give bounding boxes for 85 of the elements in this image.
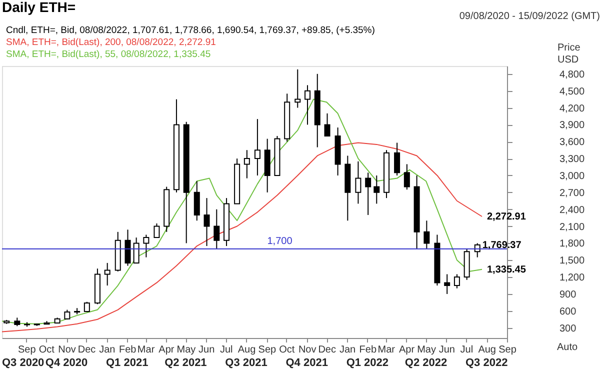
candlestick bbox=[124, 229, 131, 266]
candlestick bbox=[143, 234, 150, 258]
x-tick-label: Feb bbox=[359, 344, 377, 356]
x-tick-label: Jun bbox=[438, 344, 455, 356]
candlestick bbox=[104, 262, 110, 286]
x2-tick-label: Q4 2021 bbox=[286, 357, 328, 369]
data-label: 1,335.45 bbox=[486, 264, 526, 276]
x2-tick-label: Q1 2021 bbox=[106, 357, 148, 369]
y-tick-label: 4,800 bbox=[560, 69, 585, 80]
x2-tick-label: Q2 2021 bbox=[164, 357, 207, 369]
x-tick-label: Oct bbox=[38, 344, 55, 356]
text: Cndl, ETH=, Bid, 08/08/2022, 1,707.61, 1,778.66, 1,690.54, 1,769.37, +89.85, (+5.35%) bbox=[6, 25, 375, 36]
x-tick-label: Jan bbox=[99, 344, 116, 356]
candlestick bbox=[454, 274, 460, 289]
y-tick-label: 1,800 bbox=[560, 238, 585, 250]
y-tick-label: 1,200 bbox=[560, 272, 585, 284]
ref-line-label: 1,700 bbox=[267, 236, 293, 247]
x2-tick-label: Q3 2020 bbox=[2, 357, 44, 369]
x-tick-label: Oct bbox=[279, 344, 295, 356]
x-tick-label: Jun bbox=[198, 344, 215, 356]
candlestick bbox=[294, 68, 301, 108]
candlestick bbox=[194, 180, 200, 222]
y-tick-label: 2,700 bbox=[560, 188, 585, 199]
candlestick bbox=[424, 220, 430, 250]
x-tick-label: Mar bbox=[378, 344, 396, 356]
y-tick-label: 2,400 bbox=[560, 204, 585, 216]
text: 09/08/2020 - 15/09/2022 (GMT) bbox=[459, 11, 600, 22]
x-tick-label: Aug bbox=[238, 344, 256, 356]
candlestick bbox=[355, 160, 362, 204]
x-tick-label: Sep bbox=[498, 344, 517, 356]
x-tick-label: Apr bbox=[158, 344, 175, 356]
y-tick-label: 900 bbox=[560, 289, 577, 300]
text: 1,769.37 bbox=[482, 240, 522, 251]
x-tick-label: Dec bbox=[78, 344, 96, 356]
text: Auto bbox=[557, 342, 578, 353]
text: SMA, ETH=, Bid(Last), 200, 08/08/2022, 2,272.91 bbox=[6, 37, 216, 48]
x-tick-label: May bbox=[176, 344, 196, 356]
y-tick-label: 3,000 bbox=[560, 170, 585, 182]
x-tick-label: Sep bbox=[258, 344, 277, 356]
y-tick-label: 4,200 bbox=[560, 103, 585, 114]
candlestick bbox=[133, 237, 140, 264]
y-tick-label: 3,300 bbox=[560, 154, 585, 166]
candlestick bbox=[444, 274, 450, 294]
candlestick bbox=[244, 150, 250, 179]
y-axis-title: Price USD bbox=[558, 42, 581, 66]
candlestick bbox=[365, 172, 372, 216]
candlestick bbox=[154, 222, 160, 238]
x2-tick-label: Q3 2021 bbox=[225, 357, 268, 369]
x-tick-label: Jan bbox=[339, 344, 356, 356]
line-series bbox=[2, 142, 482, 332]
x2-tick-label: Q4 2020 bbox=[45, 357, 88, 369]
candlestick bbox=[374, 174, 380, 204]
x2-tick-label: Q2 2022 bbox=[404, 357, 448, 369]
y-tick-label: 2,100 bbox=[560, 222, 585, 233]
x-tick-label: Mar bbox=[137, 344, 156, 356]
candlestick bbox=[304, 84, 310, 126]
y-tick-label: 600 bbox=[560, 306, 577, 318]
candlestick bbox=[214, 208, 220, 250]
x-tick-label: Nov bbox=[58, 344, 76, 356]
y-tick-label: 3,600 bbox=[560, 137, 585, 148]
chart-title: Daily ETH= bbox=[2, 0, 76, 15]
candlestick bbox=[404, 164, 410, 190]
candlestick bbox=[324, 112, 330, 136]
x-tick-label: Dec bbox=[318, 344, 336, 356]
candlestick bbox=[64, 309, 70, 320]
candlestick bbox=[394, 142, 400, 176]
y-tick-label: 300 bbox=[560, 323, 577, 334]
candlestick bbox=[204, 198, 210, 247]
candlestick bbox=[254, 118, 260, 176]
y-tick-label: 1,500 bbox=[560, 256, 585, 267]
x-tick-label: Jul bbox=[220, 344, 233, 356]
data-label: 2,272.91 bbox=[486, 212, 526, 223]
x2-tick-label: Q1 2022 bbox=[346, 357, 389, 369]
y-tick-label: 3,900 bbox=[560, 120, 585, 132]
x2-tick-label: Q3 2022 bbox=[465, 357, 508, 369]
x-tick-label: May bbox=[417, 344, 436, 356]
y-tick-label: 4,500 bbox=[560, 86, 585, 98]
x-tick-label: Jul bbox=[460, 344, 474, 356]
x-tick-label: Apr bbox=[398, 344, 416, 356]
text: SMA, ETH=, Bid(Last), 55, 08/08/2022, 1,335.45 bbox=[6, 49, 211, 60]
line-series bbox=[2, 98, 482, 324]
x-tick-label: Feb bbox=[118, 344, 137, 356]
x-tick-label: Nov bbox=[298, 344, 316, 356]
x-tick-label: Aug bbox=[478, 344, 496, 356]
x-tick-label: Sep bbox=[18, 344, 36, 356]
